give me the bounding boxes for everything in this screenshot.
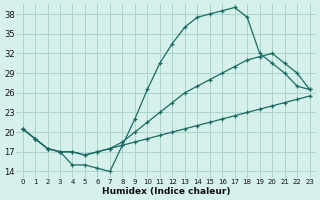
X-axis label: Humidex (Indice chaleur): Humidex (Indice chaleur) (102, 187, 230, 196)
